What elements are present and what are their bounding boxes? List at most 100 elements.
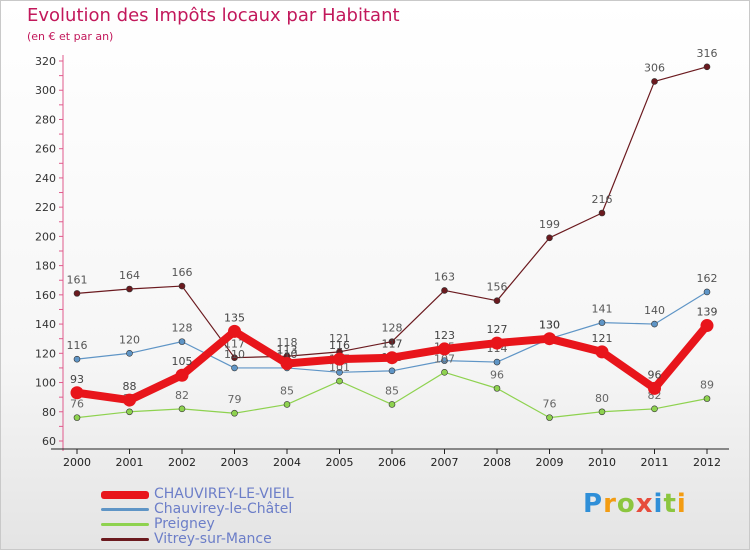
data-point-vitrey-sur-mance (126, 285, 133, 293)
legend-item-chauvirey-le-vieil: CHAUVIREY-LE-VIEIL (101, 487, 294, 502)
x-tick-label: 2004 (273, 456, 301, 469)
data-point-vitrey-sur-mance (388, 338, 396, 345)
data-point-vitrey-sur-mance (493, 297, 501, 304)
data-label-preigney: 89 (700, 379, 714, 392)
legend-label: Chauvirey-le-Châtel (154, 501, 293, 517)
data-label-vitrey-sur-mance: 128 (382, 322, 403, 335)
y-tick-label: 200 (35, 230, 56, 243)
data-point-vitrey-sur-mance (703, 63, 711, 71)
x-tick-label: 2006 (378, 456, 406, 469)
y-tick-label: 280 (35, 113, 56, 126)
data-label-chauvirey-le-ch-tel: 128 (172, 322, 193, 335)
data-label-chauvirey-le-vieil: 105 (172, 355, 193, 368)
data-label-chauvirey-le-ch-tel: 116 (67, 339, 88, 352)
x-tick-label: 2000 (63, 456, 91, 469)
x-tick-label: 2012 (693, 456, 721, 469)
brand-letter: r (603, 489, 617, 519)
data-point-preigney (651, 405, 658, 413)
data-label-preigney: 79 (228, 393, 242, 406)
y-tick-label: 240 (35, 172, 56, 185)
data-point-preigney (178, 405, 186, 413)
data-point-chauvirey-le-ch-tel (178, 338, 186, 345)
brand-letter: i (676, 489, 687, 519)
chart-title: Evolution des Impôts locaux par Habitant (27, 5, 400, 26)
data-label-vitrey-sur-mance: 164 (119, 269, 140, 282)
legend-swatch-preigney (101, 523, 149, 526)
data-point-chauvirey-le-vieil (70, 386, 84, 400)
legend-swatch-chauvirey-le-vieil (101, 490, 149, 499)
data-label-chauvirey-le-vieil: 123 (434, 329, 455, 342)
data-point-chauvirey-le-ch-tel (73, 355, 81, 363)
brand-logo: Proxiti (583, 489, 687, 519)
data-point-vitrey-sur-mance (546, 234, 553, 242)
y-tick-label: 80 (42, 406, 56, 419)
y-tick-label: 120 (35, 347, 56, 360)
data-point-chauvirey-le-ch-tel (651, 320, 658, 328)
data-point-chauvirey-le-vieil (595, 345, 609, 359)
data-label-chauvirey-le-vieil: 121 (592, 332, 613, 345)
data-label-preigney: 76 (70, 398, 84, 411)
data-point-chauvirey-le-vieil (228, 324, 241, 338)
data-point-chauvirey-le-ch-tel (703, 288, 711, 296)
brand-letter: t (663, 489, 677, 519)
data-point-chauvirey-le-vieil (700, 319, 714, 333)
data-label-vitrey-sur-mance: 156 (487, 281, 508, 294)
data-label-chauvirey-le-vieil: 116 (329, 339, 350, 352)
data-label-chauvirey-le-ch-tel: 141 (592, 303, 613, 316)
data-point-preigney (493, 385, 501, 392)
chart-subtitle: (en € et par an) (27, 30, 114, 43)
data-label-preigney: 107 (434, 352, 455, 365)
y-tick-label: 300 (35, 84, 56, 97)
data-point-chauvirey-le-ch-tel (336, 369, 343, 376)
data-label-vitrey-sur-mance: 118 (277, 336, 298, 349)
data-point-preigney (598, 408, 606, 416)
x-tick-label: 2010 (588, 456, 616, 469)
x-tick-label: 2011 (641, 456, 669, 469)
data-point-chauvirey-le-ch-tel (388, 367, 396, 375)
data-point-preigney (231, 409, 238, 417)
data-point-chauvirey-le-vieil (385, 351, 399, 365)
data-point-preigney (703, 395, 711, 402)
legend-label: Preigney (154, 516, 215, 532)
data-label-chauvirey-le-ch-tel: 162 (697, 272, 718, 285)
data-label-preigney: 85 (280, 384, 294, 397)
data-label-vitrey-sur-mance: 166 (172, 266, 193, 279)
y-tick-label: 100 (35, 377, 56, 390)
data-point-chauvirey-le-vieil (438, 342, 451, 356)
brand-letter: x (635, 489, 654, 519)
data-point-vitrey-sur-mance (441, 287, 448, 294)
data-point-vitrey-sur-mance (598, 209, 606, 217)
data-point-chauvirey-le-ch-tel (441, 357, 448, 364)
data-label-preigney: 82 (175, 389, 189, 402)
data-point-vitrey-sur-mance (178, 282, 186, 290)
data-point-chauvirey-le-vieil (333, 352, 346, 366)
data-label-chauvirey-le-ch-tel: 130 (539, 319, 560, 332)
data-point-chauvirey-le-vieil (490, 336, 504, 350)
data-point-preigney (388, 401, 396, 408)
data-label-chauvirey-le-vieil: 113 (277, 344, 298, 357)
data-point-vitrey-sur-mance (651, 78, 658, 85)
x-tick-label: 2009 (536, 456, 564, 469)
data-label-vitrey-sur-mance: 161 (67, 273, 88, 286)
data-point-chauvirey-le-ch-tel (126, 350, 133, 357)
data-point-chauvirey-le-vieil (648, 381, 661, 395)
data-label-preigney: 76 (543, 398, 557, 411)
data-point-chauvirey-le-ch-tel (598, 319, 606, 326)
data-point-vitrey-sur-mance (73, 290, 81, 297)
x-tick-label: 2007 (431, 456, 459, 469)
data-label-vitrey-sur-mance: 306 (644, 61, 665, 74)
legend-item-preigney: Preigney (101, 517, 294, 532)
data-label-vitrey-sur-mance: 121 (329, 332, 350, 345)
data-label-chauvirey-le-vieil: 135 (224, 311, 245, 324)
brand-letter: i (653, 489, 664, 519)
legend: CHAUVIREY-LE-VIEIL Chauvirey-le-Châtel P… (101, 487, 294, 547)
y-tick-label: 60 (42, 435, 56, 448)
x-tick-label: 2001 (116, 456, 144, 469)
data-point-preigney (546, 414, 553, 421)
data-point-vitrey-sur-mance (231, 354, 238, 361)
data-label-vitrey-sur-mance: 316 (697, 47, 718, 60)
data-label-vitrey-sur-mance: 163 (434, 270, 455, 283)
data-label-chauvirey-le-ch-tel: 140 (644, 304, 665, 317)
